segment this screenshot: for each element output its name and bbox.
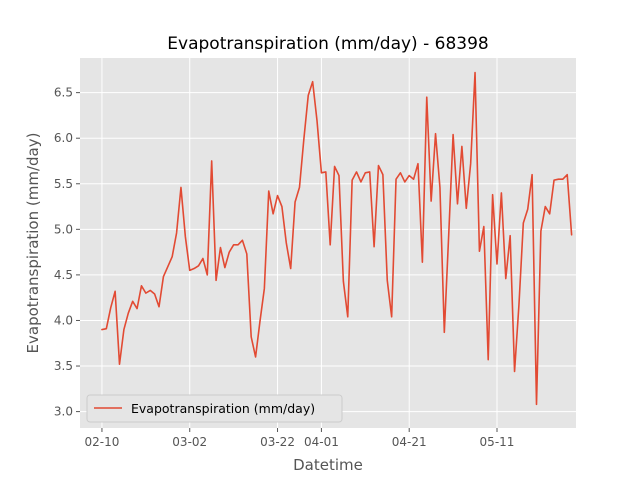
- y-axis-label: Evapotranspiration (mm/day): [24, 133, 42, 354]
- x-tick-label: 03-02: [172, 435, 207, 449]
- legend: Evapotranspiration (mm/day): [86, 394, 343, 423]
- y-tick-label: 5.5: [54, 177, 73, 191]
- x-tick-label: 04-21: [392, 435, 427, 449]
- y-tick-label: 6.0: [54, 131, 73, 145]
- x-tick-label: 03-22: [260, 435, 295, 449]
- grid-lines: [80, 58, 576, 428]
- y-tick-label: 4.5: [54, 268, 73, 282]
- chart-title: Evapotranspiration (mm/day) - 68398: [167, 34, 488, 54]
- plot-area: [80, 58, 576, 428]
- y-tick-label: 4.0: [54, 313, 73, 327]
- x-tick-label: 05-11: [480, 435, 515, 449]
- legend-label: Evapotranspiration (mm/day): [131, 401, 315, 416]
- y-tick-label: 3.5: [54, 359, 73, 373]
- y-tick-label: 6.5: [54, 86, 73, 100]
- data-series: [101, 71, 573, 406]
- legend-box: [86, 394, 343, 423]
- axis-ticks: 3.0 3.5 4.0 4.5 5.0 5.5 6.0 6.5 02-10 03-02 03-22 0…: [54, 86, 515, 449]
- x-tick-label: 04-01: [304, 435, 339, 449]
- series-line-0: [101, 71, 573, 406]
- y-tick-label: 5.0: [54, 222, 73, 236]
- x-axis-label: Datetime: [293, 456, 363, 474]
- y-tick-label: 3.0: [54, 405, 73, 419]
- x-tick-label: 02-10: [85, 435, 120, 449]
